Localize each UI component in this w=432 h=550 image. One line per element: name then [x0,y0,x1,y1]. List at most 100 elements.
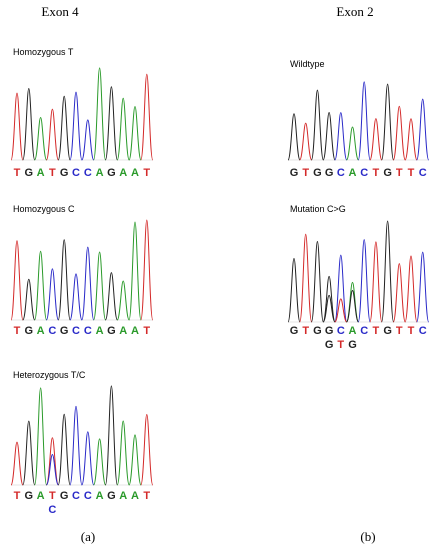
panel-label: (a) [81,529,95,544]
base: A [131,167,139,179]
base: A [131,490,139,502]
base: G [107,490,116,502]
base: C [84,490,92,502]
base: T [396,325,403,337]
peak [346,126,359,161]
peak [299,122,313,161]
peak [322,112,336,161]
peak [57,413,71,486]
base: A [119,325,127,337]
peak [57,95,71,161]
peak [116,280,130,321]
panel-label: (b) [360,529,375,544]
peak [299,233,313,323]
peak [104,272,118,321]
base: C [419,167,427,179]
base: T [143,325,150,337]
track-name: Heterozygous T/C [13,370,86,380]
peak [22,420,36,486]
peak [334,112,348,161]
track-name: Homozygous T [13,47,74,57]
base-alt: G [348,339,357,351]
base-alt: C [48,504,56,516]
base: A [349,167,357,179]
peak [416,98,430,161]
peak [22,88,36,161]
base: T [49,167,56,179]
base: C [360,325,368,337]
base: T [408,167,415,179]
peak [116,97,130,161]
base: A [349,325,357,337]
base: G [107,167,116,179]
peak [93,251,107,321]
peak [81,119,95,161]
peak [416,251,430,323]
base: C [84,167,92,179]
base: A [37,490,45,502]
peak [322,275,336,323]
base-alt: T [337,339,344,351]
base: C [419,325,427,337]
base: T [408,325,415,337]
peak [81,246,95,321]
peak [140,413,154,486]
base: G [25,325,34,337]
peak [404,118,418,161]
base: G [107,325,116,337]
peak [140,219,154,321]
base: G [290,325,299,337]
base: C [337,167,345,179]
base: C [48,325,56,337]
peak [322,294,336,323]
peak [287,257,301,323]
base: G [290,167,299,179]
base: C [72,490,80,502]
peak [116,420,130,486]
peak [310,240,324,323]
base: A [96,325,104,337]
peak [104,86,118,161]
base: C [72,325,80,337]
base: T [143,167,150,179]
peak [45,454,59,486]
base: G [313,325,322,337]
base-alt: G [325,339,334,351]
base: T [373,325,380,337]
peak [128,221,142,321]
peak [404,255,418,323]
peak [128,434,142,486]
base: C [360,167,368,179]
peak [93,438,107,486]
peak [334,254,348,323]
peak [34,116,48,161]
base: A [37,167,45,179]
base: G [325,167,334,179]
base: T [14,325,21,337]
peak [346,289,359,323]
peak [310,89,324,161]
track-name: Wildtype [290,59,325,69]
base: C [72,167,80,179]
base: G [25,167,34,179]
base: T [14,490,21,502]
peak [34,387,48,486]
peak [357,239,371,323]
peak [34,250,48,321]
base: T [302,167,309,179]
track-name: Mutation C>G [290,204,346,214]
base: A [131,325,139,337]
peak [381,83,395,161]
peak [287,113,301,161]
base: G [60,167,69,179]
column-title: Exon 2 [336,4,373,19]
base: G [383,325,392,337]
column-title: Exon 4 [41,4,79,19]
peak [69,91,83,161]
peak [69,273,83,321]
peak [45,437,59,486]
peak [10,92,24,161]
peak [357,81,371,161]
peak [10,441,24,486]
